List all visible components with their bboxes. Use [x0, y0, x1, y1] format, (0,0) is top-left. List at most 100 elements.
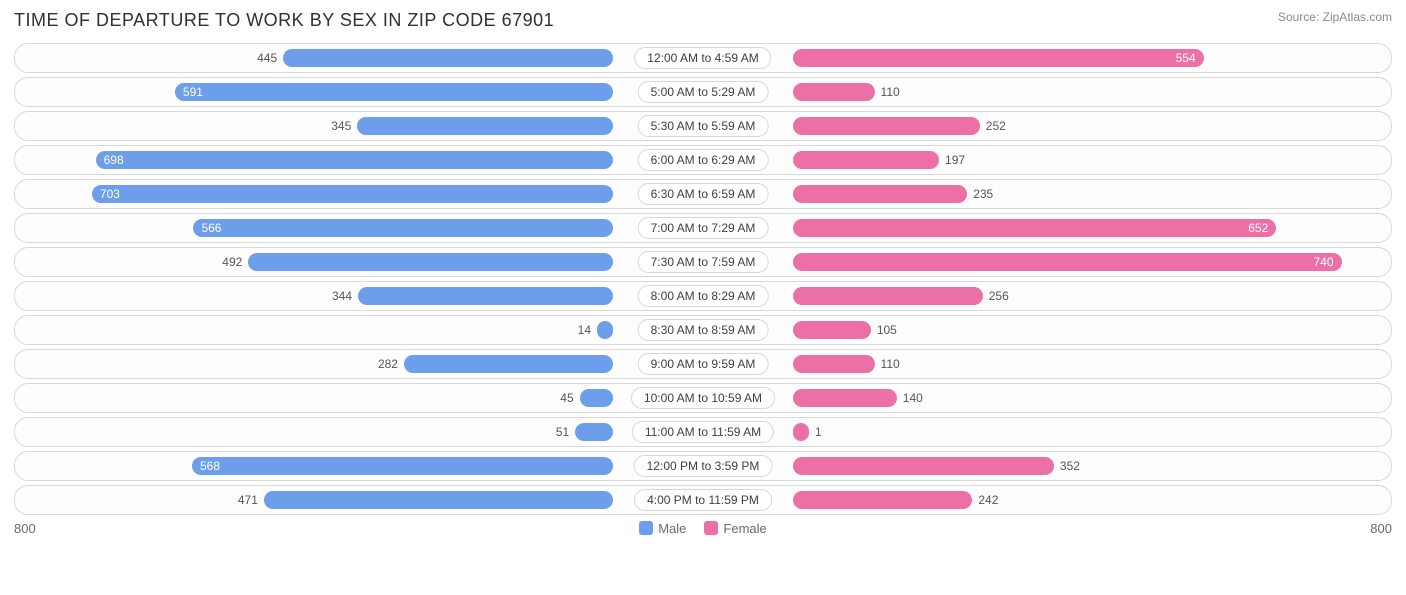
male-value: 445 — [251, 51, 283, 65]
source-name: ZipAtlas.com — [1323, 10, 1392, 24]
time-range-label: 12:00 PM to 3:59 PM — [634, 455, 773, 477]
male-half: 282 — [15, 350, 703, 378]
female-half: 252 — [703, 112, 1391, 140]
chart-row: 568 352 12:00 PM to 3:59 PM — [14, 451, 1392, 481]
female-value: 242 — [972, 493, 1004, 507]
male-value: 51 — [550, 425, 575, 439]
chart-row: 4712424:00 PM to 11:59 PM — [14, 485, 1392, 515]
male-value: 14 — [572, 323, 597, 337]
female-half: 242 — [703, 486, 1391, 514]
chart-title: TIME OF DEPARTURE TO WORK BY SEX IN ZIP … — [14, 10, 554, 31]
female-bar — [793, 151, 939, 169]
male-value: 471 — [232, 493, 264, 507]
chart-row: 566 652 7:00 AM to 7:29 AM — [14, 213, 1392, 243]
time-range-label: 12:00 AM to 4:59 AM — [634, 47, 771, 69]
chart-row: 591 110 5:00 AM to 5:29 AM — [14, 77, 1392, 107]
female-half: 110 — [703, 78, 1391, 106]
female-bar — [793, 321, 871, 339]
male-value: 345 — [325, 119, 357, 133]
axis-max-right: 800 — [1370, 521, 1392, 536]
female-bar — [793, 389, 897, 407]
male-bar: 698 — [96, 151, 613, 169]
male-value: 492 — [216, 255, 248, 269]
male-half: 568 — [15, 452, 703, 480]
female-half: 105 — [703, 316, 1391, 344]
male-bar — [597, 321, 613, 339]
male-half: 471 — [15, 486, 703, 514]
male-bar — [357, 117, 613, 135]
female-half: 740 — [703, 248, 1391, 276]
time-range-label: 8:00 AM to 8:29 AM — [638, 285, 769, 307]
male-bar — [404, 355, 613, 373]
male-bar: 703 — [92, 185, 613, 203]
time-range-label: 5:00 AM to 5:29 AM — [638, 81, 769, 103]
male-bar: 566 — [193, 219, 613, 237]
female-value: 256 — [983, 289, 1015, 303]
time-range-label: 7:00 AM to 7:29 AM — [638, 217, 769, 239]
chart-row: 51111:00 AM to 11:59 AM — [14, 417, 1392, 447]
male-value: 282 — [372, 357, 404, 371]
male-bar — [264, 491, 613, 509]
male-bar — [580, 389, 613, 407]
male-half: 703 — [15, 180, 703, 208]
female-value: 105 — [871, 323, 903, 337]
male-bar — [575, 423, 613, 441]
legend: Male Female — [639, 521, 767, 536]
female-bar: 740 — [793, 253, 1342, 271]
time-range-label: 7:30 AM to 7:59 AM — [638, 251, 769, 273]
female-value: 110 — [875, 85, 906, 99]
female-half: 140 — [703, 384, 1391, 412]
female-bar: 652 — [793, 219, 1276, 237]
female-value: 140 — [897, 391, 929, 405]
chart-row: 345 252 5:30 AM to 5:59 AM — [14, 111, 1392, 141]
female-half: 554 — [703, 44, 1391, 72]
male-half: 566 — [15, 214, 703, 242]
female-value: 110 — [875, 357, 906, 371]
male-value: 45 — [554, 391, 579, 405]
male-half: 445 — [15, 44, 703, 72]
female-bar: 554 — [793, 49, 1204, 67]
male-half: 51 — [15, 418, 703, 446]
time-range-label: 10:00 AM to 10:59 AM — [631, 387, 775, 409]
male-half: 492 — [15, 248, 703, 276]
female-bar — [793, 83, 875, 101]
chart-row: 703 235 6:30 AM to 6:59 AM — [14, 179, 1392, 209]
axis-max-left: 800 — [14, 521, 36, 536]
male-swatch — [639, 521, 653, 535]
female-half: 256 — [703, 282, 1391, 310]
male-bar: 591 — [175, 83, 613, 101]
female-bar — [793, 457, 1054, 475]
time-range-label: 6:30 AM to 6:59 AM — [638, 183, 769, 205]
female-value: 235 — [967, 187, 999, 201]
chart-row: 445 554 12:00 AM to 4:59 AM — [14, 43, 1392, 73]
legend-female: Female — [704, 521, 766, 536]
time-range-label: 5:30 AM to 5:59 AM — [638, 115, 769, 137]
female-value: 352 — [1054, 459, 1086, 473]
legend-male: Male — [639, 521, 686, 536]
source-label: Source: — [1278, 10, 1319, 24]
legend-male-label: Male — [658, 521, 686, 536]
male-bar — [248, 253, 613, 271]
male-value: 344 — [326, 289, 358, 303]
male-half: 45 — [15, 384, 703, 412]
female-half: 235 — [703, 180, 1391, 208]
male-bar: 568 — [192, 457, 613, 475]
chart-row: 14 105 8:30 AM to 8:59 AM — [14, 315, 1392, 345]
male-half: 698 — [15, 146, 703, 174]
time-range-label: 6:00 AM to 6:29 AM — [638, 149, 769, 171]
female-half: 110 — [703, 350, 1391, 378]
female-value: 1 — [809, 425, 828, 439]
female-half: 197 — [703, 146, 1391, 174]
male-half: 591 — [15, 78, 703, 106]
female-value: 252 — [980, 119, 1012, 133]
female-value: 197 — [939, 153, 971, 167]
source-attribution: Source: ZipAtlas.com — [1278, 10, 1392, 24]
chart-row: 344 256 8:00 AM to 8:29 AM — [14, 281, 1392, 311]
chart-footer: 800 Male Female 800 — [14, 521, 1392, 536]
male-half: 345 — [15, 112, 703, 140]
male-half: 14 — [15, 316, 703, 344]
female-bar — [793, 185, 967, 203]
female-swatch — [704, 521, 718, 535]
time-range-label: 8:30 AM to 8:59 AM — [638, 319, 769, 341]
female-bar — [793, 287, 983, 305]
